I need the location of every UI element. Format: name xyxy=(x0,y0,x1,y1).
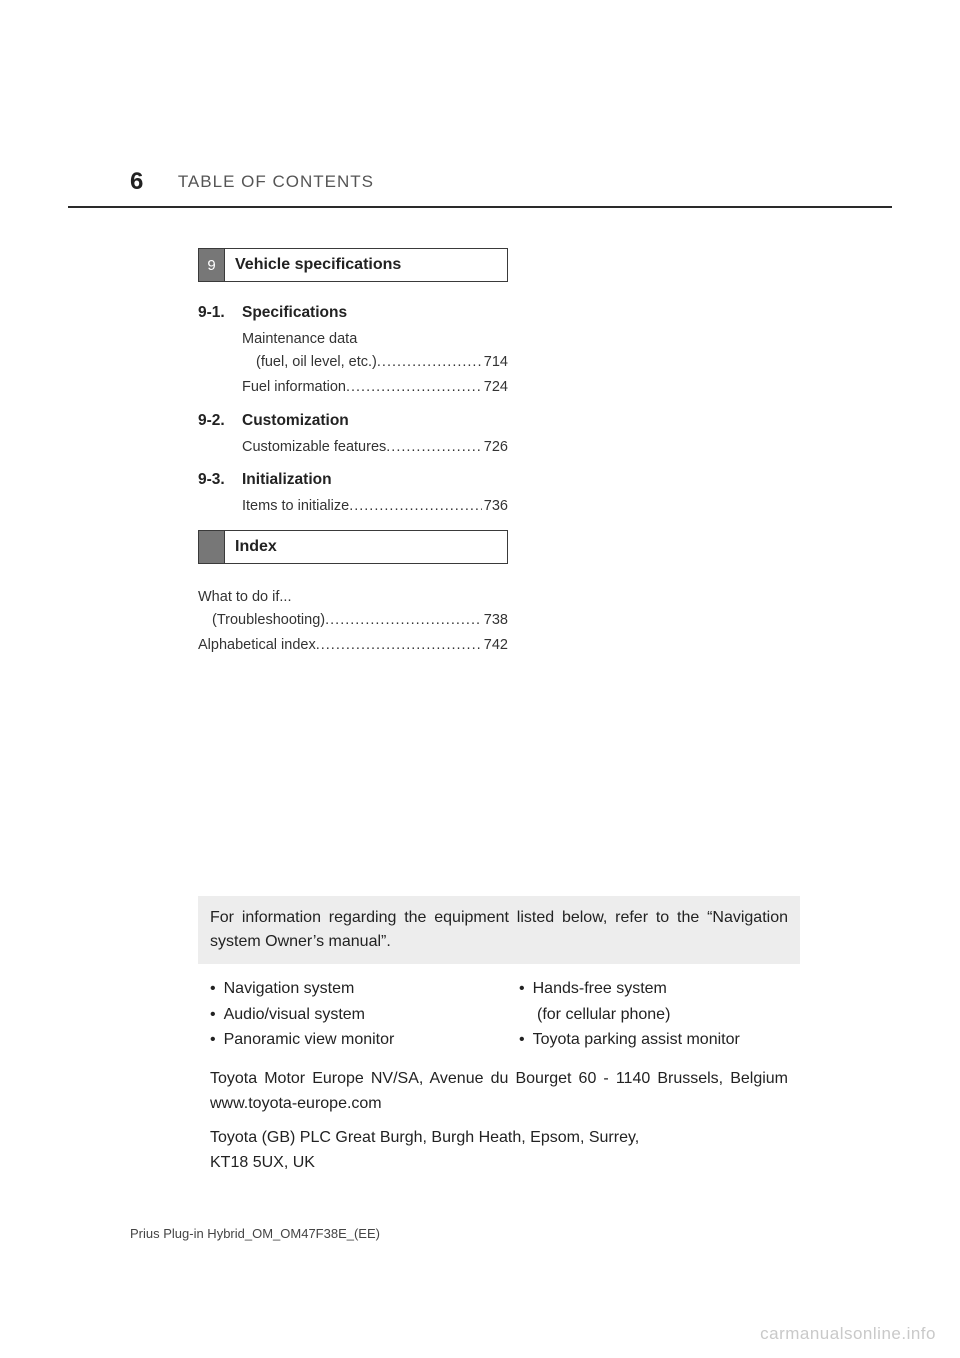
list-item-label: Hands-free system xyxy=(533,976,667,1002)
toc-entry-label: Alphabetical index xyxy=(198,634,316,657)
toc-entry-label: (Troubleshooting) xyxy=(212,609,325,632)
toc-dots xyxy=(346,376,482,399)
notice-right-column: •Hands-free system (for cellular phone) … xyxy=(519,976,788,1053)
subsection-entries: Maintenance data (fuel, oil level, etc.)… xyxy=(198,328,508,400)
list-item-label: Navigation system xyxy=(224,976,355,1002)
toc-entry: Fuel information 724 xyxy=(242,376,508,399)
bullet-icon: • xyxy=(210,1027,216,1053)
address-gb-line2: KT18 5UX, UK xyxy=(198,1151,800,1176)
subsection-entries: Customizable features 726 xyxy=(198,436,508,459)
subsection-9-2: 9-2. Customization Customizable features… xyxy=(198,412,508,459)
notice-left-column: •Navigation system •Audio/visual system … xyxy=(210,976,479,1053)
toc-page: 742 xyxy=(482,634,508,657)
list-item: • Audio/visual system xyxy=(210,1002,479,1028)
subsection-head: 9-2. Customization xyxy=(198,412,508,430)
section-title-vehicle-specs: Vehicle specifications xyxy=(225,249,507,281)
section-box-index: Index xyxy=(198,530,508,564)
section-chip-blank xyxy=(199,531,225,563)
toc-entry-line1: What to do if... xyxy=(198,586,508,609)
bullet-icon: • xyxy=(519,1027,525,1053)
subsection-head: 9-1. Specifications xyxy=(198,304,508,322)
toc-entry-label: Fuel information xyxy=(242,376,346,399)
toc-dots xyxy=(325,609,482,632)
toc-page: 724 xyxy=(482,376,508,399)
list-item: • Navigation system xyxy=(210,976,479,1002)
address-gb-line1: Toyota (GB) PLC Great Burgh, Burgh Heath… xyxy=(198,1126,800,1151)
toc-page: 714 xyxy=(482,351,508,374)
toc-entry-line2: (fuel, oil level, etc.) 714 xyxy=(242,351,508,374)
toc-dots xyxy=(316,634,482,657)
toc-dots xyxy=(349,495,482,518)
address-europe: Toyota Motor Europe NV/SA, Avenue du Bou… xyxy=(198,1061,800,1117)
toc-entry-label: Items to initialize xyxy=(242,495,349,518)
subsection-9-3: 9-3. Initialization Items to initialize … xyxy=(198,471,508,518)
list-item-label: Panoramic view monitor xyxy=(224,1027,395,1053)
notice-list: •Navigation system •Audio/visual system … xyxy=(198,964,800,1061)
document-id: Prius Plug-in Hybrid_OM_OM47F38E_(EE) xyxy=(130,1226,380,1241)
toc-column: 9 Vehicle specifications 9-1. Specificat… xyxy=(198,248,508,660)
index-entries: What to do if... (Troubleshooting) 738 A… xyxy=(198,586,508,658)
page-header: 6 TABLE OF CONTENTS xyxy=(0,168,960,216)
notice-box: For information regarding the equipment … xyxy=(198,896,800,1176)
subsection-entries: Items to initialize 736 xyxy=(198,495,508,518)
subsection-head: 9-3. Initialization xyxy=(198,471,508,489)
subsection-title: Specifications xyxy=(242,304,347,322)
bullet-icon: • xyxy=(210,976,216,1002)
toc-entry: Customizable features 726 xyxy=(242,436,508,459)
section-chip-9: 9 xyxy=(199,249,225,281)
toc-entry: Items to initialize 736 xyxy=(242,495,508,518)
watermark: carmanualsonline.info xyxy=(760,1324,936,1344)
subsection-title: Initialization xyxy=(242,471,332,489)
subsection-title: Customization xyxy=(242,412,349,430)
toc-page: 726 xyxy=(482,436,508,459)
list-item-subline: (for cellular phone) xyxy=(519,1002,788,1028)
list-item: • Hands-free system xyxy=(519,976,788,1002)
list-item: • Panoramic view monitor xyxy=(210,1027,479,1053)
toc-entry: Alphabetical index 742 xyxy=(198,634,508,657)
toc-page: 738 xyxy=(482,609,508,632)
toc-entry-line2: (Troubleshooting) 738 xyxy=(198,609,508,632)
page-number: 6 xyxy=(130,168,143,196)
header-rule xyxy=(68,206,892,208)
toc-page: 736 xyxy=(482,495,508,518)
subsection-9-1: 9-1. Specifications Maintenance data (fu… xyxy=(198,304,508,400)
header-title: TABLE OF CONTENTS xyxy=(178,172,374,192)
toc-entry-label: Customizable features xyxy=(242,436,386,459)
toc-dots xyxy=(377,351,482,374)
toc-entry: What to do if... (Troubleshooting) 738 xyxy=(198,586,508,632)
subsection-number: 9-1. xyxy=(198,304,232,322)
toc-dots xyxy=(386,436,482,459)
section-title-index: Index xyxy=(225,531,507,563)
list-item: • Toyota parking assist monitor xyxy=(519,1027,788,1053)
list-item-label: Toyota parking assist monitor xyxy=(533,1027,740,1053)
list-item-label: Audio/visual system xyxy=(224,1002,365,1028)
bullet-icon: • xyxy=(210,1002,216,1028)
toc-entry-label: (fuel, oil level, etc.) xyxy=(256,351,377,374)
section-box-vehicle-specs: 9 Vehicle specifications xyxy=(198,248,508,282)
subsection-number: 9-3. xyxy=(198,471,232,489)
subsection-number: 9-2. xyxy=(198,412,232,430)
notice-intro: For information regarding the equipment … xyxy=(198,896,800,964)
toc-entry-line1: Maintenance data xyxy=(242,328,508,351)
bullet-icon: • xyxy=(519,976,525,1002)
toc-entry: Maintenance data (fuel, oil level, etc.)… xyxy=(242,328,508,374)
page: 6 TABLE OF CONTENTS 9 Vehicle specificat… xyxy=(0,0,960,1358)
